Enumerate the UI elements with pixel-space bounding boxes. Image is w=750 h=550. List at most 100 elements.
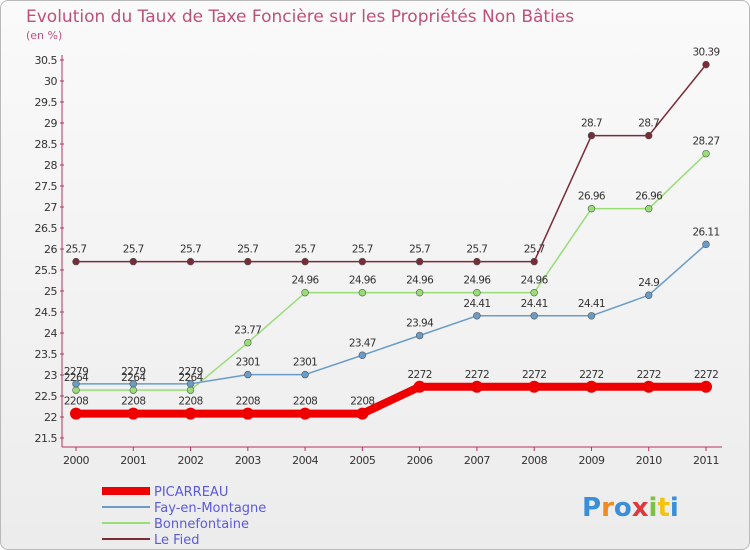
series-layer: 25.7 25.7 25.7 25.7 25.7 25.7 25.7 25.7 25.7 28.7… <box>64 47 720 420</box>
data-point <box>72 257 80 266</box>
data-point <box>184 407 197 420</box>
series-fay-en-montagne <box>72 240 710 388</box>
data-point <box>530 257 538 266</box>
data-point <box>186 380 195 388</box>
data-label: 24.41 <box>578 298 605 310</box>
y-tick-label: 21.5 <box>35 432 58 445</box>
y-tick-label: 27 <box>44 201 57 214</box>
data-point <box>528 380 541 393</box>
data-label: 26.96 <box>635 191 663 203</box>
legend-label: Bonnefontaine <box>154 517 249 532</box>
data-point <box>129 380 137 388</box>
data-label: 2272 <box>579 369 603 381</box>
data-point <box>244 338 252 347</box>
data-label: 2208 <box>236 396 260 408</box>
y-tick-label: 24 <box>44 327 57 340</box>
data-label: 24.96 <box>406 275 434 287</box>
data-point <box>702 149 710 158</box>
y-tick-label: 23 <box>44 369 57 382</box>
series-line <box>76 153 707 391</box>
data-label: 25.7 <box>123 244 144 256</box>
data-point <box>72 386 80 394</box>
data-point <box>241 407 254 420</box>
data-point <box>186 386 195 394</box>
x-tick-label: 2010 <box>636 454 662 467</box>
data-point <box>301 288 309 297</box>
data-point <box>587 131 596 140</box>
data-label: 24.96 <box>521 275 549 287</box>
y-tick-label: 22.5 <box>35 390 58 403</box>
x-ticks: 2000 2001 2002 2003 2004 2005 2006 2007 2008 2009… <box>63 447 720 467</box>
data-point <box>413 380 426 393</box>
data-label: 25.7 <box>66 244 87 256</box>
data-label: 28.7 <box>638 118 659 130</box>
y-tick-label: 25.5 <box>35 264 58 277</box>
data-point <box>358 257 367 266</box>
data-label: 23.77 <box>234 325 261 337</box>
x-tick-label: 2004 <box>292 454 318 467</box>
y-tick-label: 27.5 <box>35 180 58 193</box>
x-tick-label: 2002 <box>178 454 204 467</box>
data-point <box>587 204 596 213</box>
data-label: 28.27 <box>692 136 719 148</box>
data-label: 25.7 <box>295 244 316 256</box>
data-label: 25.7 <box>466 244 487 256</box>
data-label: 2208 <box>293 396 317 408</box>
data-point <box>358 351 367 359</box>
series-line <box>76 243 707 385</box>
data-label: 26.11 <box>692 226 719 238</box>
y-tick-label: 30 <box>44 75 57 88</box>
data-point <box>702 240 710 249</box>
data-point <box>129 257 137 266</box>
data-point <box>645 291 653 299</box>
series-picarreau <box>70 380 712 420</box>
data-point <box>244 257 252 266</box>
data-label: 24.96 <box>292 275 320 287</box>
data-point <box>186 257 195 266</box>
data-label: 2272 <box>637 369 661 381</box>
axes <box>61 55 722 448</box>
data-labels: 25.7 25.7 25.7 25.7 25.7 25.7 25.7 25.7 25.7 28.7… <box>64 47 720 408</box>
y-tick-label: 24.5 <box>35 306 58 319</box>
data-point <box>473 257 481 266</box>
x-tick-label: 2011 <box>693 454 719 467</box>
data-point <box>645 131 653 140</box>
data-label: 25.7 <box>409 244 430 256</box>
data-point <box>356 407 369 420</box>
data-label: 24.9 <box>638 277 659 289</box>
data-label: 28.7 <box>581 118 602 130</box>
y-ticks: 21.5 22 22.5 23 23.5 24 24.5 25 25.5 26 26.5 27 27.5… <box>35 54 64 445</box>
legend-label: PICARREAU <box>154 485 228 500</box>
unit-label: (en %) <box>26 29 62 42</box>
data-label: 25.7 <box>180 244 201 256</box>
data-label: 24.96 <box>349 275 377 287</box>
series-le-fied <box>72 60 710 266</box>
data-label: 2264 <box>64 372 89 384</box>
legend: PICARREAUFay-en-MontagneBonnefontaineLe … <box>102 485 266 548</box>
data-label: 2208 <box>64 396 88 408</box>
data-point <box>301 370 309 379</box>
data-point <box>244 370 252 379</box>
data-label: 2272 <box>465 369 489 381</box>
x-tick-label: 2009 <box>578 454 604 467</box>
legend-label: Le Fied <box>154 533 200 548</box>
data-point <box>415 331 424 340</box>
data-point <box>70 407 82 420</box>
data-point <box>645 204 653 213</box>
y-tick-label: 28.5 <box>35 138 58 151</box>
data-label: 2272 <box>522 369 546 381</box>
data-label: 2279 <box>121 366 145 378</box>
data-point <box>473 312 481 320</box>
y-tick-label: 26 <box>44 243 57 256</box>
data-label: 23.47 <box>349 337 376 349</box>
data-point <box>587 312 596 320</box>
x-tick-label: 2006 <box>407 454 433 467</box>
y-tick-label: 25 <box>44 285 57 298</box>
data-label: 2264 <box>121 372 146 384</box>
data-label: 2264 <box>178 372 203 384</box>
data-label: 25.7 <box>524 244 545 256</box>
data-label: 2272 <box>694 369 718 381</box>
data-point <box>127 407 140 420</box>
